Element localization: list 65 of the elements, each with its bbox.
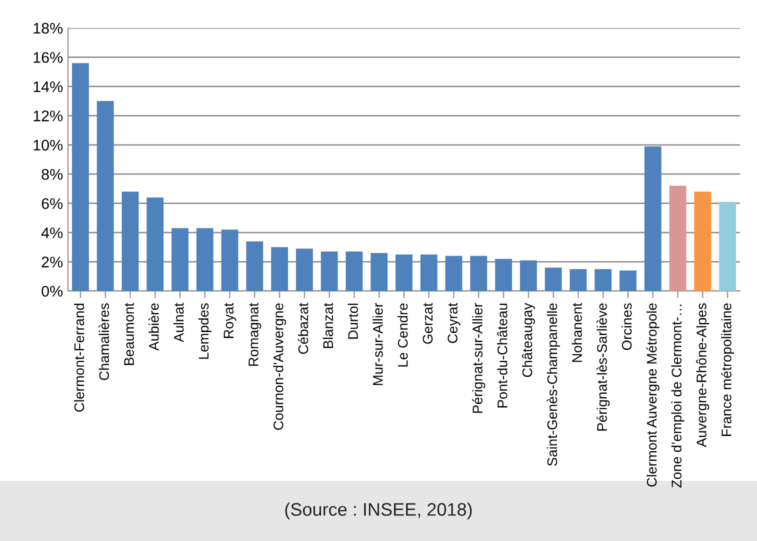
bar <box>644 146 662 291</box>
bar <box>694 192 712 291</box>
bar <box>146 197 164 291</box>
bar <box>594 269 612 291</box>
y-tick-label: 2% <box>42 256 63 268</box>
bar <box>669 186 686 291</box>
text: (Source : INSEE, 2018) <box>285 502 472 520</box>
x-tick-label: Mur-sur-Allier <box>372 303 383 385</box>
bar <box>719 202 736 291</box>
x-tick-label: Durtol <box>348 304 358 339</box>
y-tick-label: 6% <box>42 198 63 210</box>
y-tick-label: 12% <box>34 110 63 122</box>
bar <box>370 253 388 291</box>
x-tick-label: Royat <box>224 302 236 338</box>
x-tick-label: Orcines <box>622 303 632 350</box>
x-tick-label: Pérignat-lès-Sarliève <box>596 303 610 431</box>
y-tick-label: 0% <box>42 286 63 297</box>
x-tick-label: Romagnat <box>248 302 262 366</box>
bar <box>172 228 188 291</box>
x-tick-label: Zone d’emploi de Clermont-… <box>671 304 684 488</box>
y-tick-label: 4% <box>41 227 63 238</box>
bar <box>620 270 636 291</box>
x-tick-label: Clermont-Ferrand <box>74 304 84 412</box>
y-tick-label: 10% <box>34 140 63 151</box>
bar <box>420 254 438 291</box>
bar <box>271 247 288 291</box>
x-tick-label: Blanzat <box>322 302 334 348</box>
x-tick-label: Pont-du-Château <box>497 304 508 408</box>
y-tick-label: 14% <box>34 81 63 92</box>
bar <box>346 252 363 291</box>
x-tick-label: Clermont Auvergne Métropole <box>646 303 660 487</box>
bar <box>246 241 264 291</box>
y-tick-label: 16% <box>34 52 63 63</box>
x-tick-label: Lempdes <box>198 303 212 359</box>
x-tick-label: France métropolitaine <box>721 303 734 436</box>
bar <box>470 256 488 291</box>
bar <box>320 252 338 291</box>
bar <box>122 192 139 291</box>
bar <box>495 258 512 291</box>
x-tick-label: Saint-Genès-Champanelle <box>546 303 560 466</box>
x-tick-label: Gerzat <box>422 302 433 344</box>
x-tick-label: Cournon-d'Auvergne <box>273 303 286 430</box>
x-tick-label: Ceyrat <box>448 302 460 344</box>
x-tick-label: Beaumont <box>124 302 134 365</box>
x-tick-label: Nohanent <box>572 302 582 362</box>
y-tick-label: 8% <box>42 168 63 180</box>
bar <box>196 228 214 291</box>
y-tick-label: 18% <box>34 22 63 34</box>
x-tick-label: Aulnat <box>174 302 184 342</box>
x-tick-label: Châteaugay <box>522 302 535 377</box>
x-tick-label: Auvergne-Rhône-Alpes <box>696 303 710 448</box>
bar <box>445 256 462 291</box>
x-tick-label: Pérignat-sur-Allier <box>472 303 486 413</box>
x-tick-label: Le Cendre <box>398 303 408 367</box>
bar <box>544 268 562 291</box>
x-tick-label: Cébazat <box>298 302 308 354</box>
bar <box>221 230 238 291</box>
x-tick-label: Aubière <box>148 303 159 351</box>
bar <box>96 101 114 291</box>
bar <box>296 248 313 291</box>
bar <box>570 269 587 291</box>
x-tick-label: Chamalières <box>98 303 110 380</box>
bar <box>396 254 412 291</box>
bar <box>520 260 537 291</box>
bar <box>72 63 89 291</box>
